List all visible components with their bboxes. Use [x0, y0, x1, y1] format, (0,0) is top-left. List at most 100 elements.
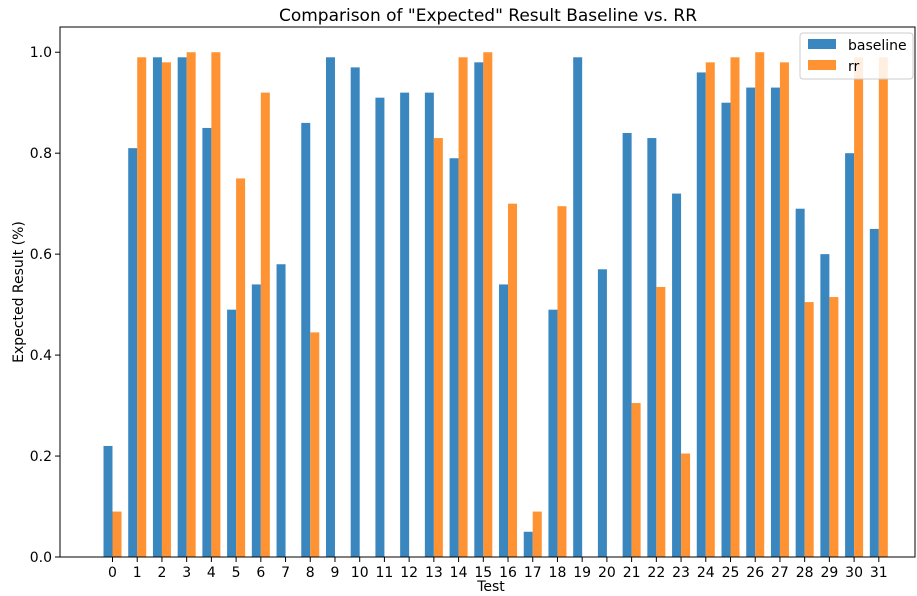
x-tick-label: 22: [647, 565, 665, 581]
bar-baseline-19: [573, 57, 583, 557]
bar-baseline-15: [474, 62, 484, 557]
bar-baseline-3: [177, 57, 187, 557]
x-tick-label: 28: [796, 565, 814, 581]
bar-baseline-14: [449, 158, 459, 558]
bar-baseline-1: [128, 148, 138, 557]
x-tick-label: 9: [331, 565, 340, 581]
x-tick-label: 10: [351, 565, 369, 581]
bar-rr-28: [804, 302, 814, 557]
x-tick-label: 4: [207, 565, 216, 581]
bar-baseline-5: [227, 309, 237, 557]
bar-rr-13: [433, 138, 443, 558]
legend-swatch-rr: [808, 60, 836, 70]
bar-baseline-28: [795, 208, 805, 557]
bar-rr-14: [458, 57, 468, 557]
x-tick-label: 3: [182, 565, 191, 581]
bar-baseline-30: [845, 153, 855, 557]
x-tick-label: 25: [722, 565, 740, 581]
y-tick-label: 0.8: [30, 146, 52, 162]
bar-baseline-4: [202, 127, 212, 557]
bar-rr-22: [656, 286, 666, 557]
bar-rr-2: [161, 62, 171, 557]
bar-baseline-22: [647, 138, 657, 558]
bar-rr-15: [483, 52, 493, 558]
bar-baseline-12: [400, 92, 410, 558]
x-tick-label: 0: [108, 565, 117, 581]
legend-swatch-baseline: [808, 39, 836, 49]
x-tick-label: 24: [697, 565, 715, 581]
x-tick-label: 31: [870, 565, 888, 581]
bar-baseline-20: [597, 269, 607, 557]
bar-rr-21: [631, 403, 641, 557]
x-tick-label: 29: [820, 565, 838, 581]
y-tick-label: 0.4: [30, 348, 52, 364]
bar-rr-16: [508, 203, 518, 558]
bar-rr-29: [829, 297, 839, 557]
bar-baseline-18: [548, 309, 558, 557]
x-tick-label: 6: [256, 565, 265, 581]
bar-baseline-16: [499, 284, 509, 557]
bar-rr-24: [705, 62, 715, 557]
bar-rr-4: [211, 52, 221, 558]
x-tick-label: 12: [400, 565, 418, 581]
bar-baseline-24: [696, 72, 706, 558]
bar-baseline-11: [375, 97, 385, 558]
y-tick-label: 1.0: [30, 45, 52, 61]
bar-rr-25: [730, 57, 740, 557]
bar-rr-0: [112, 511, 122, 557]
bar-baseline-7: [276, 264, 286, 557]
bar-baseline-21: [622, 133, 632, 557]
bars-group: [103, 52, 888, 558]
x-tick-label: 7: [281, 565, 290, 581]
bar-baseline-23: [672, 193, 682, 557]
y-tick-label: 0.0: [30, 550, 52, 566]
bar-rr-1: [137, 57, 147, 557]
x-tick-label: 17: [524, 565, 542, 581]
bar-baseline-25: [721, 102, 731, 558]
x-tick-label: 15: [474, 565, 492, 581]
x-tick-label: 18: [549, 565, 567, 581]
x-axis: 0 1 2 3 4 5 6 7 8 9 10 11 12 13 14 15 16 17 18 19 20 21 22 23 24…: [108, 557, 888, 581]
bar-baseline-27: [770, 87, 780, 557]
bar-baseline-8: [301, 122, 311, 558]
bar-baseline-9: [325, 57, 335, 557]
bar-baseline-13: [424, 92, 434, 558]
x-tick-label: 16: [499, 565, 517, 581]
y-tick-label: 0.6: [30, 247, 52, 263]
bar-baseline-0: [103, 445, 113, 557]
x-tick-label: 30: [845, 565, 863, 581]
bar-rr-31: [878, 57, 888, 557]
bar-rr-27: [779, 62, 789, 557]
bar-rr-26: [755, 52, 765, 558]
legend-label-baseline: baseline: [848, 38, 907, 54]
bar-baseline-2: [152, 57, 162, 557]
legend: baseline rr: [799, 32, 914, 80]
bar-rr-18: [557, 206, 567, 557]
bar-baseline-26: [746, 87, 756, 557]
plot-frame: [59, 26, 916, 558]
x-tick-label: 5: [232, 565, 241, 581]
x-axis-title: Test: [476, 579, 505, 595]
x-tick-label: 19: [573, 565, 591, 581]
x-tick-label: 13: [425, 565, 443, 581]
x-tick-label: 8: [306, 565, 315, 581]
bar-rr-23: [681, 453, 691, 557]
y-axis: 0.0 0.2 0.4 0.6 0.8 1.0: [30, 45, 60, 566]
bar-rr-5: [236, 178, 246, 557]
y-axis-title: Expected Result (%): [11, 221, 27, 363]
x-tick-label: 11: [376, 565, 394, 581]
bar-baseline-6: [251, 284, 261, 557]
x-tick-label: 14: [450, 565, 468, 581]
bar-baseline-10: [350, 67, 360, 557]
x-tick-label: 23: [672, 565, 690, 581]
x-tick-label: 2: [157, 565, 166, 581]
legend-label-rr: rr: [848, 59, 860, 75]
chart-title: Comparison of "Expected" Result Baseline…: [279, 6, 697, 26]
bar-baseline-17: [523, 531, 533, 557]
x-tick-label: 27: [771, 565, 789, 581]
x-tick-label: 1: [133, 565, 142, 581]
bar-baseline-29: [820, 254, 830, 557]
x-tick-label: 20: [598, 565, 616, 581]
bar-rr-3: [186, 52, 196, 558]
